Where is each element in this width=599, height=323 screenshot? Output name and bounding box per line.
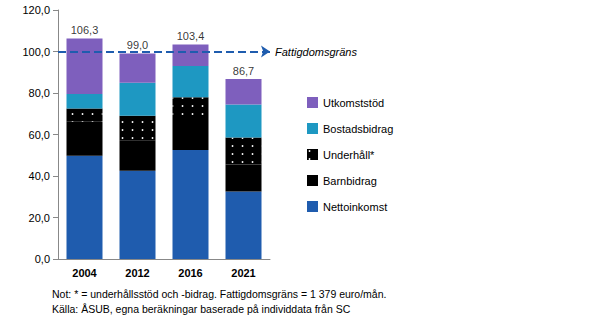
svg-text:103,4: 103,4 (177, 30, 205, 42)
svg-text:106,3: 106,3 (71, 24, 99, 36)
svg-text:2021: 2021 (231, 267, 255, 279)
svg-text:120,0: 120,0 (22, 4, 50, 16)
svg-text:40,0: 40,0 (29, 170, 50, 182)
svg-text:86,7: 86,7 (233, 65, 254, 77)
svg-text:Källa: ÅSUB, egna beräkningar: Källa: ÅSUB, egna beräkningar baserade p… (52, 303, 351, 315)
svg-text:Fattigdomsgräns: Fattigdomsgräns (275, 46, 357, 58)
svg-text:100,0: 100,0 (22, 46, 50, 58)
svg-text:2012: 2012 (125, 267, 149, 279)
svg-text:2004: 2004 (72, 267, 97, 279)
svg-text:Barnbidrag: Barnbidrag (323, 175, 377, 187)
svg-text:0,0: 0,0 (35, 253, 50, 265)
svg-text:Utkomststöd: Utkomststöd (323, 97, 384, 109)
svg-text:80,0: 80,0 (29, 87, 50, 99)
svg-text:20,0: 20,0 (29, 212, 50, 224)
svg-text:99,0: 99,0 (127, 39, 148, 51)
svg-text:2016: 2016 (178, 267, 202, 279)
svg-text:Not: * = underhållsstöd och -b: Not: * = underhållsstöd och -bidrag. Fat… (52, 288, 386, 300)
svg-text:Bostadsbidrag: Bostadsbidrag (323, 123, 393, 135)
svg-text:Nettoinkomst: Nettoinkomst (323, 201, 387, 213)
svg-text:60,0: 60,0 (29, 129, 50, 141)
svg-text:Underhåll*: Underhåll* (323, 149, 375, 161)
